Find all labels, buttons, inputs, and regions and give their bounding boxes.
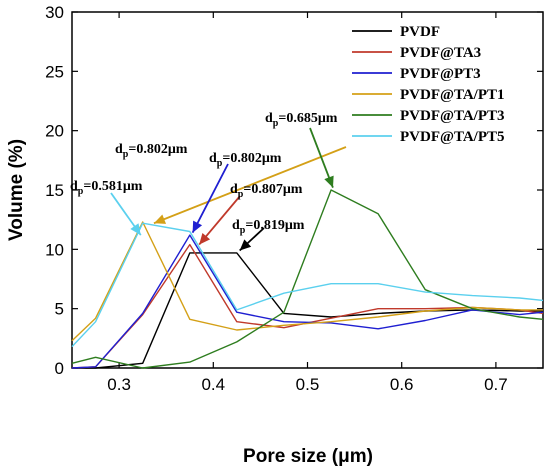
series-line-pvdf-ta3 — [71, 243, 544, 369]
series-line-pvdf-ta-pt1 — [71, 221, 543, 342]
x-tick-label: 0.3 — [107, 375, 131, 394]
series-line-pvdf-ta-pt3 — [71, 189, 544, 369]
annotation-label: dp=0.685μm — [265, 111, 338, 129]
dp-annotation: dp=0.802μm — [191, 151, 282, 234]
legend-label: PVDF@TA/PT1 — [400, 87, 505, 103]
annotations: dp=0.802μm dp=0.581μm dp=0.802μm dp=0.807μm… — [70, 111, 347, 252]
annotation-arrowhead — [324, 175, 334, 188]
y-tick-label: 5 — [55, 300, 64, 319]
legend-label: PVDF — [400, 24, 440, 40]
y-tick-label: 20 — [45, 122, 64, 141]
series-line-pvdf-pt3 — [71, 234, 544, 369]
annotation-label: dp=0.802μm — [209, 151, 282, 169]
legend-label: PVDF@TA/PT5 — [400, 129, 505, 145]
dp-annotation: dp=0.819μm — [232, 218, 305, 252]
legend: PVDF PVDF@TA3 PVDF@PT3 PVDF@TA/PT1 PVDF@TA/P… — [352, 24, 505, 145]
annotation-label: dp=0.807μm — [230, 182, 303, 200]
y-tick-label: 0 — [55, 359, 64, 378]
annotation-arrow — [153, 146, 347, 225]
y-tick-label: 10 — [45, 240, 64, 259]
annotation-arrowhead — [239, 239, 252, 251]
annotation-label: dp=0.802μm — [115, 142, 188, 160]
axis-ticks: 0.3 0.4 0.5 0.6 0.7 0 5 10 15 20 25 30 — [45, 3, 543, 394]
dp-annotation: dp=0.685μm — [265, 111, 338, 188]
legend-label: PVDF@PT3 — [400, 66, 481, 82]
y-tick-label: 15 — [45, 181, 64, 200]
annotation-label: dp=0.819μm — [232, 218, 305, 236]
series-line-pvdf-ta-pt5 — [71, 222, 544, 348]
y-tick-label: 25 — [45, 62, 64, 81]
y-axis-title: Volume (%) — [6, 139, 27, 241]
x-tick-label: 0.6 — [390, 375, 414, 394]
series-lines — [71, 189, 544, 369]
annotation-label: dp=0.581μm — [70, 179, 143, 197]
x-tick-label: 0.7 — [484, 375, 508, 394]
annotation-arrowhead — [153, 214, 167, 224]
dp-annotation: dp=0.581μm — [70, 179, 143, 236]
legend-label: PVDF@TA/PT3 — [400, 108, 505, 124]
annotation-arrowhead — [192, 220, 203, 233]
x-tick-label: 0.4 — [201, 375, 225, 394]
annotation-arrowhead — [130, 223, 141, 236]
x-tick-label: 0.5 — [296, 375, 320, 394]
legend-label: PVDF@TA3 — [400, 45, 481, 61]
x-axis-title: Pore size (μm) — [243, 446, 373, 467]
dp-annotation: dp=0.802μm — [115, 142, 347, 225]
annotation-arrow — [191, 163, 229, 234]
annotation-arrowhead — [199, 232, 211, 245]
y-tick-label: 30 — [45, 3, 64, 22]
dp-annotation: dp=0.807μm — [198, 182, 303, 246]
